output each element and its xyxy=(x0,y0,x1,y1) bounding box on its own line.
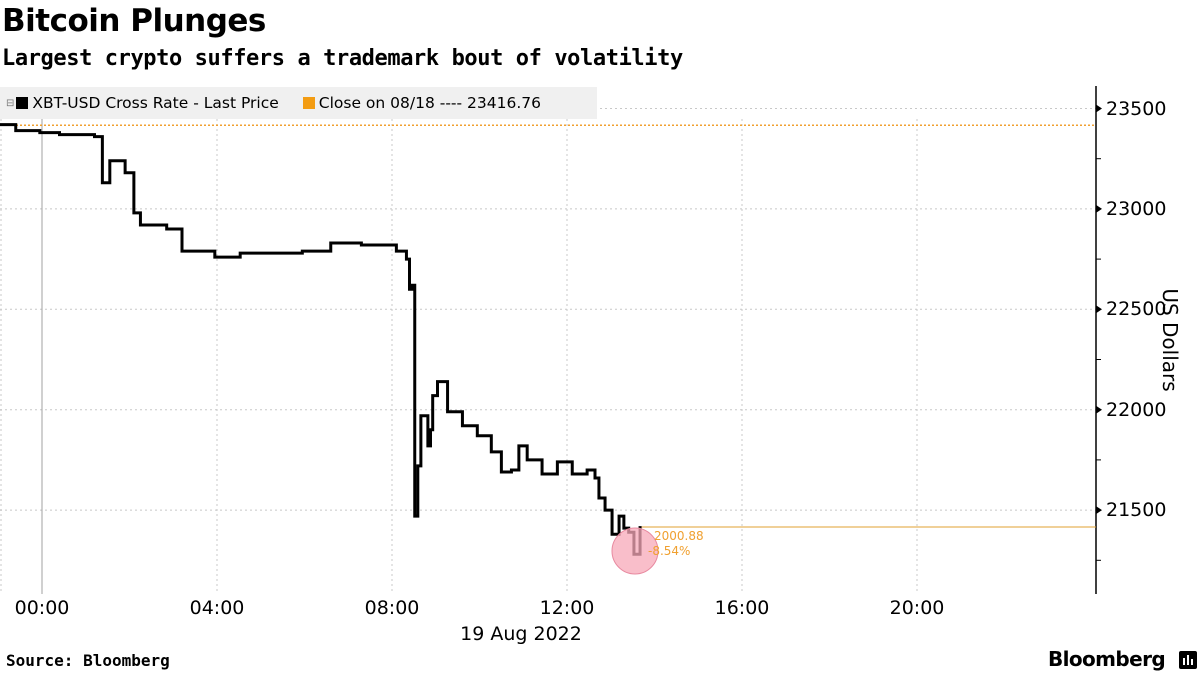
x-tick-label: 00:00 xyxy=(14,597,70,619)
legend-label-last-price: XBT-USD Cross Rate - Last Price xyxy=(32,94,279,112)
annotation-change: -8.54% xyxy=(648,544,691,558)
y-tick-label: 23500 xyxy=(1106,97,1167,120)
x-tick-label: 12:00 xyxy=(539,597,595,619)
y-tick-label: 22500 xyxy=(1106,298,1167,321)
x-tick-label: 16:00 xyxy=(714,597,770,619)
collapse-tree-icon[interactable]: ⊟ xyxy=(6,97,15,109)
x-tick-label: 04:00 xyxy=(189,597,245,619)
x-tick-label: 20:00 xyxy=(889,597,945,619)
annotation-value: 2000.88 xyxy=(654,529,704,543)
x-tick-label: 08:00 xyxy=(364,597,420,619)
chart-subtitle: Largest crypto suffers a trademark bout … xyxy=(2,46,683,71)
black-swatch-icon xyxy=(16,97,29,109)
y-tick-label: 23000 xyxy=(1106,197,1167,220)
legend-label-prev-close: Close on 08/18 ---- 23416.76 xyxy=(318,94,542,112)
bloomberg-logo: Bloomberg xyxy=(1048,647,1166,671)
x-axis-date-label: 19 Aug 2022 xyxy=(460,623,582,645)
orange-swatch-icon xyxy=(302,97,315,109)
legend-item-prev-close: Close on 08/18 ---- 23416.76 xyxy=(302,94,542,112)
chart-legend: ⊟ XBT-USD Cross Rate - Last Price Close … xyxy=(0,87,597,119)
price-line xyxy=(0,123,642,556)
legend-item-last-price: XBT-USD Cross Rate - Last Price xyxy=(16,94,279,112)
y-axis-ticks xyxy=(1096,104,1102,561)
y-axis-title: US Dollars xyxy=(1158,288,1182,392)
source-note: Source: Bloomberg xyxy=(6,651,170,670)
chart-title: Bitcoin Plunges xyxy=(2,3,266,39)
y-tick-label: 22000 xyxy=(1106,398,1167,421)
y-tick-label: 21500 xyxy=(1106,499,1167,522)
bloomberg-terminal-icon xyxy=(1179,651,1197,669)
drop-highlight-circle xyxy=(611,527,659,575)
gridlines xyxy=(0,108,1096,594)
